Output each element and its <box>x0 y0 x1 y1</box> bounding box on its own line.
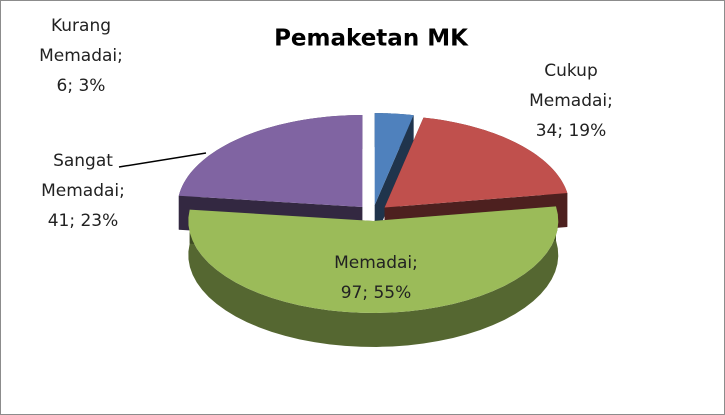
data-label: Cukup Memadai; 34; 19% <box>529 61 613 141</box>
slice-edge <box>374 115 414 240</box>
slice <box>188 206 559 313</box>
slice <box>384 117 568 208</box>
data-label: Kurang Memadai; 6; 3% <box>39 16 123 96</box>
chart-title: Pemaketan MK <box>274 26 469 52</box>
data-label: Memadai; 97; 55% <box>334 253 418 303</box>
slice-side <box>188 206 559 347</box>
slice <box>178 115 363 208</box>
data-label: Sangat Memadai; 41; 23% <box>41 151 125 231</box>
slice-tops <box>178 113 568 313</box>
slice <box>374 113 414 206</box>
leader-line <box>118 152 207 168</box>
